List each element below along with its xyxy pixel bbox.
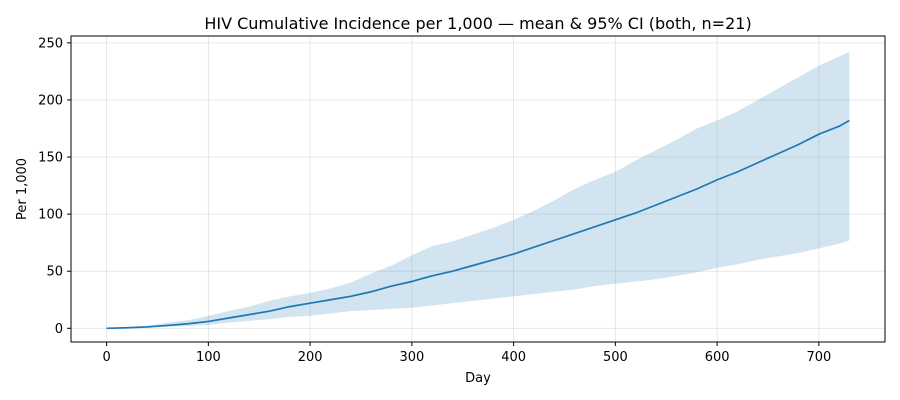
x-tick-label: 200 <box>298 350 323 365</box>
x-tick-label: 500 <box>603 350 628 365</box>
y-axis: 0 50 100 150 200 250 <box>38 36 71 337</box>
x-axis: 0 100 200 300 400 500 600 700 <box>102 342 831 365</box>
x-tick-label: 0 <box>102 350 110 365</box>
x-tick-label: 100 <box>196 350 221 365</box>
chart-title: HIV Cumulative Incidence per 1,000 — mea… <box>204 14 751 33</box>
x-tick-label: 600 <box>705 350 730 365</box>
ci-band <box>106 51 850 329</box>
grid <box>71 36 885 342</box>
x-tick-label: 300 <box>399 350 424 365</box>
mean-line <box>106 119 850 330</box>
y-tick-label: 250 <box>38 36 63 51</box>
plot-frame <box>70 35 886 343</box>
x-tick-label: 400 <box>501 350 526 365</box>
y-tick-label: 150 <box>38 151 63 166</box>
x-tick-label: 700 <box>806 350 831 365</box>
x-axis-label: Day <box>465 371 491 386</box>
y-tick-label: 100 <box>38 208 63 223</box>
y-tick-label: 200 <box>38 93 63 108</box>
y-tick-label: 50 <box>46 265 63 280</box>
y-axis-label: Per 1,000 <box>15 158 30 220</box>
y-tick-label: 0 <box>55 322 63 337</box>
